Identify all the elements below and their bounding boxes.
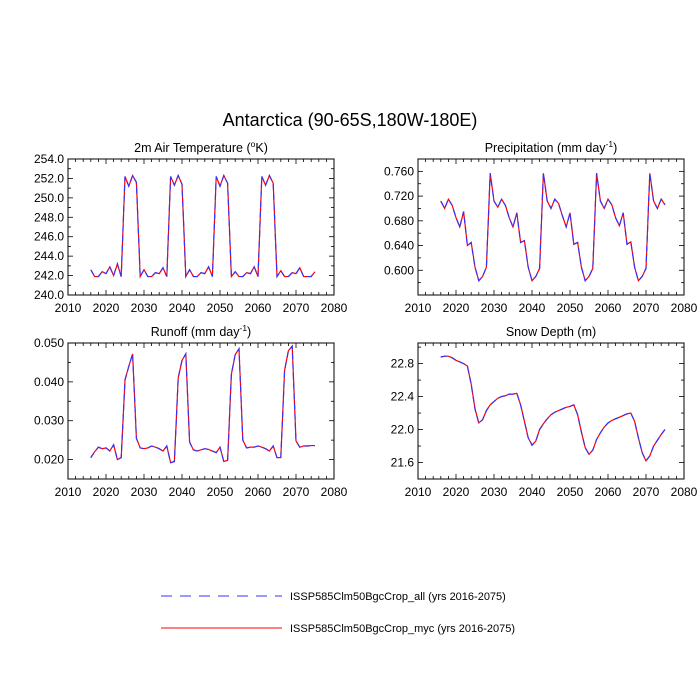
temperature-ytick-label: 244.0: [34, 249, 64, 263]
precipitation-series-all-line: [440, 173, 666, 283]
runoff-title: Runoff (mm day-1): [151, 323, 251, 339]
precipitation-plot-frame: [417, 158, 685, 296]
temperature-plot-frame: [67, 158, 335, 296]
runoff-xtick-label: 2070: [283, 485, 310, 499]
temperature-title: 2m Air Temperature (oK): [134, 139, 268, 155]
temperature-ytick-label: 248.0: [34, 210, 64, 224]
snow-depth-xtick-label: 2050: [557, 485, 584, 499]
snow-depth-xtick-label: 2010: [405, 485, 432, 499]
precipitation-xtick-label: 2040: [519, 301, 546, 315]
snow-depth-xtick-label: 2040: [519, 485, 546, 499]
precipitation-ytick-label: 0.600: [384, 263, 414, 277]
snow-depth-xtick-label: 2070: [633, 485, 660, 499]
runoff-series-all-line: [90, 344, 315, 464]
temperature-xtick-label: 2070: [283, 301, 310, 315]
precipitation-xtick-label: 2050: [557, 301, 584, 315]
snow-depth-ytick-label: 22.0: [391, 423, 415, 437]
snow-depth-xtick-label: 2020: [443, 485, 470, 499]
chart-precipitation: Precipitation (mm day-1) 2010 2020 2030 2040…: [384, 139, 698, 315]
temperature-ytick-label: 240.0: [34, 288, 64, 302]
figure-title: Antarctica (90-65S,180W-180E): [223, 110, 478, 130]
precipitation-xtick-label: 2030: [481, 301, 508, 315]
snow-depth-ytick-label: 22.8: [391, 357, 415, 371]
precipitation-ytick-label: 0.720: [384, 189, 414, 203]
snow-depth-plot-frame: [417, 342, 685, 480]
runoff-xtick-label: 2080: [321, 485, 348, 499]
temperature-xtick-label: 2020: [93, 301, 120, 315]
temperature-ytick-label: 246.0: [34, 230, 64, 244]
runoff-ytick-label: 0.040: [34, 375, 64, 389]
temperature-ytick-label: 250.0: [34, 191, 64, 205]
snow-depth-xtick-label: 2080: [671, 485, 698, 499]
legend: ISSP585Clm50BgcCrop_all (yrs 2016-2075) I…: [161, 591, 515, 635]
precipitation-ytick-label: 0.680: [384, 214, 414, 228]
temperature-xtick-label: 2060: [245, 301, 272, 315]
legend-label: ISSP585Clm50BgcCrop_all (yrs 2016-2075): [290, 591, 506, 603]
precipitation-title: Precipitation (mm day-1): [485, 139, 618, 155]
precipitation-ytick-label: 0.640: [384, 239, 414, 253]
precipitation-xtick-label: 2020: [443, 301, 470, 315]
temperature-xtick-label: 2080: [321, 301, 348, 315]
runoff-ytick-label: 0.020: [34, 453, 64, 467]
temperature-xtick-label: 2030: [131, 301, 158, 315]
temperature-series-all-line: [90, 173, 316, 279]
runoff-ytick-label: 0.050: [34, 336, 64, 350]
runoff-xtick-label: 2040: [169, 485, 196, 499]
runoff-xtick-label: 2010: [55, 485, 82, 499]
temperature-xtick-label: 2050: [207, 301, 234, 315]
temperature-ytick-label: 252.0: [34, 171, 64, 185]
snow-depth-title: Snow Depth (m): [506, 325, 596, 339]
runoff-xtick-label: 2030: [131, 485, 158, 499]
runoff-xtick-label: 2050: [207, 485, 234, 499]
precipitation-xtick-label: 2080: [671, 301, 698, 315]
precipitation-ytick-label: 0.760: [384, 164, 414, 178]
snow-depth-xtick-label: 2060: [595, 485, 622, 499]
temperature-xtick-label: 2010: [55, 301, 82, 315]
temperature-ytick-label: 242.0: [34, 269, 64, 283]
snow-depth-ytick-label: 21.6: [391, 456, 415, 470]
runoff-xtick-label: 2060: [245, 485, 272, 499]
snow-depth-ytick-label: 22.4: [391, 390, 415, 404]
chart-runoff: Runoff (mm day-1) 2010 2020 2030 2040 2050 206…: [34, 323, 348, 499]
chart-temperature: 2m Air Temperature (oK) 2010 2020 2030 2040 2…: [34, 139, 348, 315]
snow-depth-xtick-label: 2030: [481, 485, 508, 499]
runoff-ytick-label: 0.030: [34, 414, 64, 428]
precipitation-xtick-label: 2060: [595, 301, 622, 315]
precipitation-series-myc-line: [440, 173, 666, 283]
legend-label: ISSP585Clm50BgcCrop_myc (yrs 2016-2075): [290, 623, 515, 635]
runoff-plot-frame: [67, 342, 335, 480]
precipitation-xtick-label: 2070: [633, 301, 660, 315]
chart-snow-depth: Snow Depth (m) 2010 2020 2030 2040 2050 2060 20…: [391, 325, 698, 499]
snow-depth-series-all-line: [440, 355, 666, 463]
runoff-xtick-label: 2020: [93, 485, 120, 499]
temperature-xtick-label: 2040: [169, 301, 196, 315]
precipitation-xtick-label: 2010: [405, 301, 432, 315]
temperature-ytick-label: 254.0: [34, 152, 64, 166]
